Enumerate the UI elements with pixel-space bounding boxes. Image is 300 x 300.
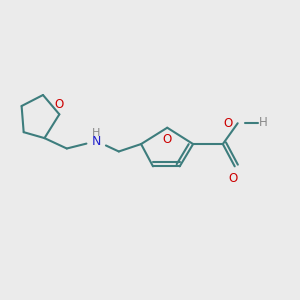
Text: N: N — [92, 135, 101, 148]
Text: O: O — [223, 117, 232, 130]
Text: H: H — [92, 128, 101, 137]
Text: O: O — [163, 133, 172, 146]
Text: O: O — [229, 172, 238, 185]
Text: H: H — [259, 116, 268, 129]
Text: O: O — [55, 98, 64, 111]
